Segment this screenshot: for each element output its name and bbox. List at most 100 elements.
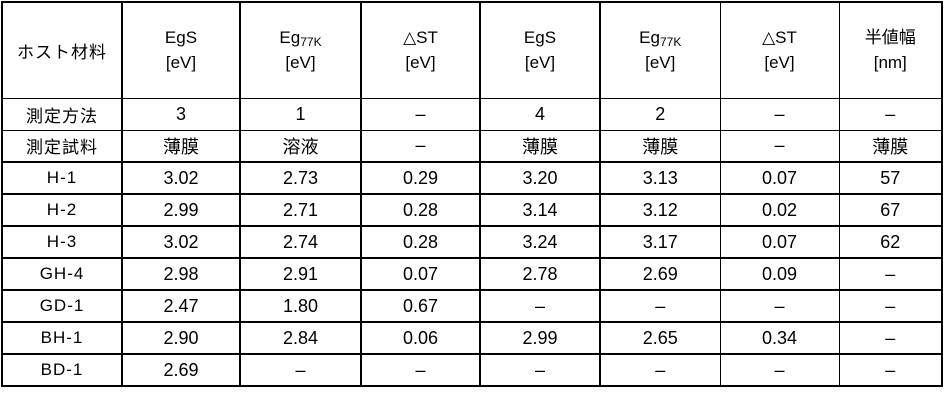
cell: – — [838, 257, 942, 290]
row-label: BH-1 — [2, 321, 122, 354]
cell: – — [719, 353, 839, 386]
row-label: GH-4 — [2, 257, 122, 290]
header-symbol: EgS — [164, 28, 198, 48]
header-symbol: △ST — [403, 28, 438, 48]
table-body: 測定方法 3 1–4 2– – 測定試料 薄膜 溶液 – 薄膜 薄膜 – 薄膜 H-1 3.02 2.73 0.… — [2, 97, 942, 386]
header-delta-st-1: △ST [eV] — [360, 2, 480, 98]
cell: 2.69 — [599, 257, 720, 290]
data-row: H-3 3.02 2.74 0.28 3.24 3.17 0.07 62 — [2, 225, 942, 258]
cell: – — [239, 353, 361, 386]
row-label: H-3 — [2, 225, 122, 258]
cell: 1 — [239, 97, 361, 130]
cell: – — [599, 353, 720, 386]
cell: 0.28 — [360, 193, 480, 226]
cell: 67 — [838, 193, 942, 226]
data-row: GH-4 2.98 2.91 0.07 2.78 2.69 0.09– — [2, 257, 942, 290]
header-symbol: EgS — [523, 28, 557, 48]
cell: 2.47 — [121, 289, 240, 322]
cell: 薄膜 — [479, 129, 600, 162]
cell: 0.29 — [360, 161, 480, 194]
header-symbol: Eg — [639, 28, 660, 48]
cell: 2.99 — [479, 321, 600, 354]
cell: 3.24 — [479, 225, 600, 258]
cell: 3 — [121, 97, 240, 130]
cell: 0.34 — [719, 321, 839, 354]
header-symbol: 半値幅 — [864, 28, 916, 48]
cell: 薄膜 — [838, 129, 942, 162]
cell: 2.74 — [239, 225, 361, 258]
row-label: 測定試料 — [2, 129, 122, 162]
header-unit: [eV] — [165, 53, 197, 73]
cell: 薄膜 — [599, 129, 720, 162]
cell: 0.07 — [719, 225, 839, 258]
cell: 0.06 — [360, 321, 480, 354]
cell: 4 — [479, 97, 600, 130]
cell: 57 — [838, 161, 942, 194]
cell: 0.09 — [719, 257, 839, 290]
header-unit: [eV] — [285, 53, 316, 73]
cell: 0.02 — [719, 193, 839, 226]
cell: – — [838, 289, 942, 322]
cell: 3.12 — [599, 193, 720, 226]
header-egs-2: EgS [eV] — [479, 2, 600, 98]
header-unit: [eV] — [405, 53, 436, 73]
cell: 3.17 — [599, 225, 720, 258]
cell: 1.80 — [239, 289, 361, 322]
cell: – — [719, 289, 839, 322]
cell: – — [838, 321, 942, 354]
header-unit: [eV] — [524, 53, 556, 73]
cell: 2 — [599, 97, 720, 130]
info-row: 測定方法 3 1–4 2– – — [2, 97, 942, 130]
header-host-material: ホスト材料 — [17, 42, 107, 62]
cell: 3.13 — [599, 161, 720, 194]
cell: 2.78 — [479, 257, 600, 290]
header-eg77k-1: Eg77K [eV] — [239, 2, 361, 98]
info-row: 測定試料 薄膜 溶液 – 薄膜 薄膜 – 薄膜 — [2, 129, 942, 162]
header-symbol: △ST — [762, 28, 797, 48]
header-half-width: 半値幅 [nm] — [838, 2, 942, 98]
cell: 2.99 — [121, 193, 240, 226]
cell: 薄膜 — [121, 129, 240, 162]
cell: – — [599, 289, 720, 322]
row-label: H-1 — [2, 161, 122, 194]
cell: 2.90 — [121, 321, 240, 354]
header-unit: [nm] — [873, 53, 907, 73]
cell: 3.02 — [121, 161, 240, 194]
data-row: BD-1 2.69– – – – – – — [2, 353, 942, 386]
cell: 2.69 — [121, 353, 240, 386]
header-row: ホスト材料 EgS [eV] Eg77K [eV] △ST [eV] EgS [… — [2, 2, 942, 98]
cell: 2.98 — [121, 257, 240, 290]
row-label: 測定方法 — [2, 97, 122, 130]
cell: – — [479, 353, 600, 386]
data-row: H-2 2.99 2.71 0.28 3.14 3.12 0.02 67 — [2, 193, 942, 226]
data-row: GD-1 2.47 1.80 0.67– – – – — [2, 289, 942, 322]
header-delta-st-2: △ST [eV] — [719, 2, 839, 98]
header-unit: [eV] — [764, 53, 795, 73]
header-symbol: Eg — [279, 28, 301, 48]
cell: – — [719, 129, 839, 162]
cell: 2.73 — [239, 161, 361, 194]
cell: 2.91 — [239, 257, 361, 290]
cell: – — [479, 289, 600, 322]
cell: – — [838, 97, 942, 130]
host-material-data-table: ホスト材料 EgS [eV] Eg77K [eV] △ST [eV] EgS [… — [1, 1, 943, 387]
table-header: ホスト材料 EgS [eV] Eg77K [eV] △ST [eV] EgS [… — [2, 2, 942, 98]
data-row: BH-1 2.90 2.84 0.06 2.99 2.65 0.34– — [2, 321, 942, 354]
row-label: BD-1 — [2, 353, 122, 386]
cell: 3.20 — [479, 161, 600, 194]
cell: 2.71 — [239, 193, 361, 226]
cell: 0.07 — [360, 257, 480, 290]
header-unit: [eV] — [645, 53, 676, 73]
header-subscript: 77K — [659, 35, 682, 50]
header-eg77k-2: Eg77K [eV] — [599, 2, 720, 98]
cell: – — [719, 97, 839, 130]
row-label: GD-1 — [2, 289, 122, 322]
cell: 2.84 — [239, 321, 361, 354]
cell: 62 — [838, 225, 942, 258]
header-egs-1: EgS [eV] — [121, 2, 240, 98]
cell: 0.67 — [360, 289, 480, 322]
cell: 0.07 — [719, 161, 839, 194]
row-label: H-2 — [2, 193, 122, 226]
data-row: H-1 3.02 2.73 0.29 3.20 3.13 0.07 57 — [2, 161, 942, 194]
